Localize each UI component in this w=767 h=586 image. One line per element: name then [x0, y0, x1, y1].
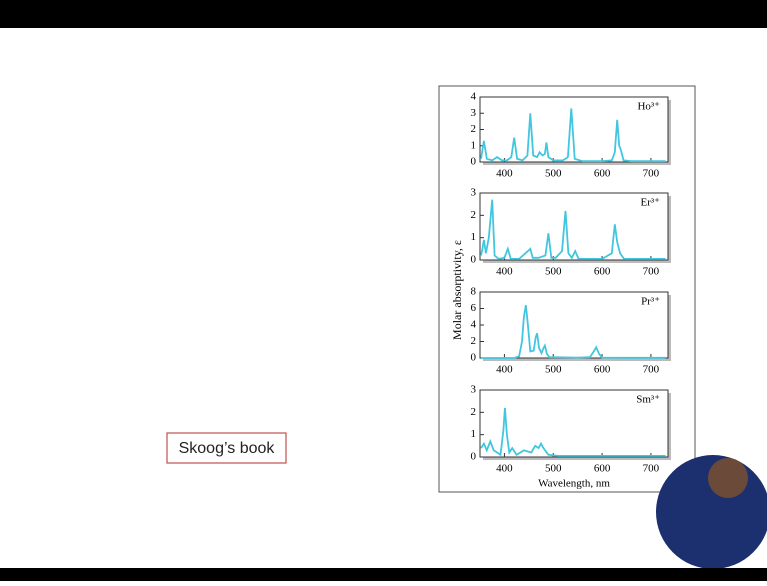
- y-tick-label: 2: [471, 209, 477, 221]
- y-tick-label: 3: [471, 384, 477, 396]
- x-tick-label: 400: [496, 364, 513, 376]
- x-tick-label: 600: [594, 266, 611, 278]
- y-tick-label: 0: [471, 352, 477, 364]
- caption: Skoog’s book: [179, 440, 276, 457]
- chart-title: Er³⁺: [641, 197, 661, 209]
- y-tick-label: 0: [471, 156, 477, 168]
- y-tick-label: 3: [471, 107, 477, 119]
- x-tick-label: 700: [643, 463, 660, 475]
- y-tick-label: 3: [471, 187, 477, 199]
- chart-title: Ho³⁺: [637, 101, 660, 113]
- y-tick-label: 0: [471, 254, 477, 266]
- slide-screen: Skoog’s book Molar absorptivity, ε 0 1 2 3 4…: [0, 0, 767, 581]
- x-tick-label: 700: [643, 364, 660, 376]
- slide: Skoog’s book Molar absorptivity, ε 0 1 2 3 4…: [0, 0, 767, 581]
- y-tick-label: 2: [471, 406, 477, 418]
- x-tick-label: 400: [496, 266, 513, 278]
- y-tick-label: 6: [471, 302, 477, 314]
- x-axis-label: Wavelength, nm: [538, 478, 610, 490]
- x-tick-label: 600: [594, 168, 611, 180]
- bottom-bar: [0, 568, 767, 581]
- x-tick-label: 400: [496, 463, 513, 475]
- chart-title: Pr³⁺: [641, 296, 660, 308]
- presenter-head: [708, 458, 748, 498]
- y-tick-label: 1: [471, 428, 477, 440]
- x-tick-label: 500: [545, 266, 562, 278]
- x-tick-label: 700: [643, 168, 660, 180]
- y-tick-label: 2: [471, 335, 477, 347]
- x-tick-label: 600: [594, 364, 611, 376]
- top-bar: [0, 0, 767, 28]
- y-tick-label: 2: [471, 123, 477, 135]
- x-tick-label: 500: [545, 364, 562, 376]
- plot-area: [480, 292, 668, 358]
- y-tick-label: 0: [471, 451, 477, 463]
- y-tick-label: 1: [471, 139, 477, 151]
- y-axis-label: Molar absorptivity, ε: [450, 240, 464, 340]
- x-tick-label: 700: [643, 266, 660, 278]
- y-tick-label: 4: [471, 91, 477, 103]
- x-tick-label: 500: [545, 463, 562, 475]
- x-tick-label: 600: [594, 463, 611, 475]
- x-tick-label: 400: [496, 168, 513, 180]
- x-tick-label: 500: [545, 168, 562, 180]
- y-tick-label: 1: [471, 231, 477, 243]
- y-tick-label: 4: [471, 319, 477, 331]
- y-tick-label: 8: [471, 286, 477, 298]
- chart-title: Sm³⁺: [636, 394, 660, 406]
